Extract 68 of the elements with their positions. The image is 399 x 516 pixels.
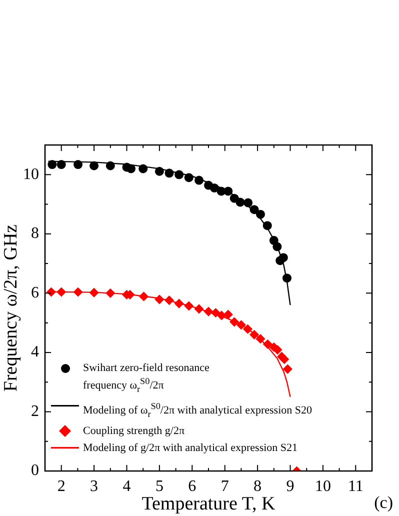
point <box>174 298 184 308</box>
point <box>74 160 83 170</box>
point <box>106 288 116 298</box>
point <box>280 354 290 364</box>
point <box>250 205 259 214</box>
point <box>164 295 174 306</box>
legend-label: Coupling strength g/2π <box>83 424 184 438</box>
legend-label: Modeling of ω$_{r}$$^{S0}$/2π with analytical expression S20 <box>83 400 312 421</box>
legend-label: Modeling of g/2π with analytical expression S21 <box>83 442 298 455</box>
point <box>56 287 66 297</box>
point <box>194 176 204 185</box>
point <box>73 287 83 297</box>
point <box>262 339 272 349</box>
point <box>126 164 136 174</box>
y-tick-label: 0 <box>31 462 39 480</box>
text: (c) <box>374 493 393 513</box>
point <box>164 168 174 178</box>
x-tick-label: 7 <box>220 478 229 495</box>
y-tick-label: 2 <box>31 402 39 420</box>
x-axis-title: Temperature T, K <box>142 494 276 515</box>
point <box>224 186 233 196</box>
point <box>46 287 56 297</box>
point <box>256 334 266 344</box>
y-axis-title: Frequency ω/2π, GHz <box>0 224 22 392</box>
point <box>278 253 288 262</box>
point <box>244 198 253 208</box>
x-tick-label: 4 <box>122 478 131 495</box>
point <box>106 161 115 170</box>
point <box>236 320 246 330</box>
point <box>262 221 272 230</box>
legend-label: Swihart zero-field resonance frequency ω$_{r}$$^{S0}$/2π <box>83 362 210 396</box>
y-tick-label: 6 <box>31 284 39 302</box>
point <box>256 210 265 219</box>
point <box>242 324 253 334</box>
point <box>223 310 233 320</box>
point <box>56 160 66 170</box>
point <box>210 183 219 192</box>
x-tick-label: 5 <box>155 478 164 495</box>
point <box>184 301 194 311</box>
point <box>89 288 99 298</box>
y-tick-label: 4 <box>31 344 39 361</box>
y-tick-label: 8 <box>31 225 39 242</box>
x-tick-label: 10 <box>314 478 331 495</box>
point <box>282 274 292 283</box>
point <box>154 166 164 176</box>
point <box>154 294 164 304</box>
x-tick-label: 9 <box>286 478 294 495</box>
point <box>48 160 57 170</box>
x-tick-label: 11 <box>348 478 364 495</box>
point <box>282 364 292 374</box>
x-tick-label: 3 <box>90 478 98 495</box>
y-tick-label: 10 <box>23 166 39 183</box>
point <box>204 306 214 316</box>
x-tick-label: 8 <box>254 478 262 495</box>
x-tick-label: 6 <box>188 478 196 495</box>
point <box>184 173 194 182</box>
point <box>138 164 148 174</box>
point <box>249 330 260 340</box>
point <box>138 292 149 302</box>
point <box>194 304 204 314</box>
point <box>272 344 282 355</box>
point <box>174 170 184 180</box>
point <box>272 242 282 252</box>
point <box>230 317 240 327</box>
point <box>236 198 245 207</box>
point <box>90 161 99 170</box>
point <box>210 308 220 318</box>
x-tick-label: 2 <box>57 478 66 495</box>
